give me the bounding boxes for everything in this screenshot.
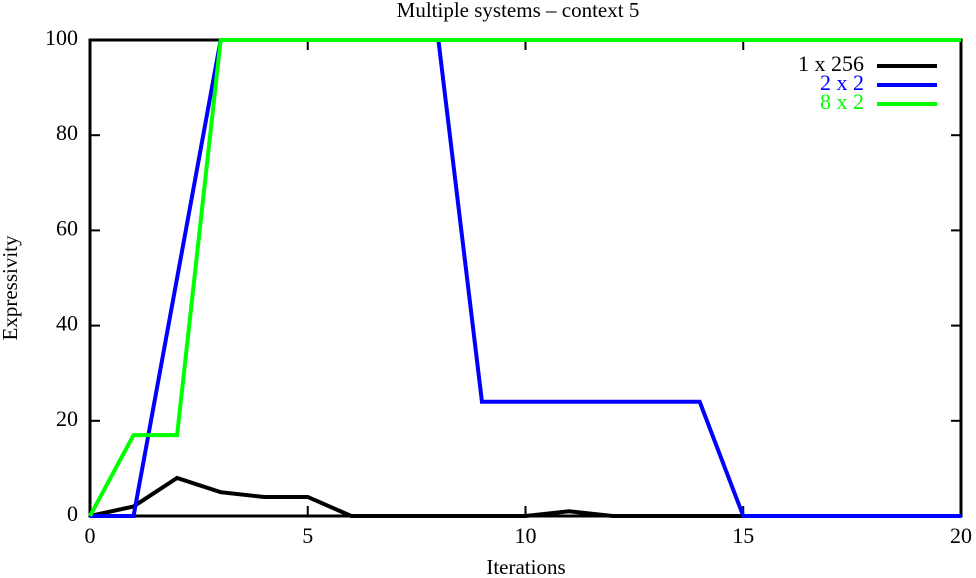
x-tick-label: 10 [515,523,537,548]
x-tick-label: 5 [302,523,313,548]
legend-label: 1 x 256 [798,51,864,76]
y-axis-label: Expressivity [0,235,22,340]
legend-label: 2 x 2 [820,70,864,95]
x-axis-label: Iterations [486,555,565,578]
y-tick-label: 40 [56,311,78,336]
x-tick-label: 15 [732,523,754,548]
x-tick-label: 20 [950,523,972,548]
chart-title: Multiple systems – context 5 [397,0,640,22]
series-line [88,38,961,517]
y-tick-label: 0 [67,501,78,526]
y-tick-label: 20 [56,406,78,431]
x-tick-label: 0 [85,523,96,548]
y-tick-label: 80 [56,120,78,145]
legend-label: 8 x 2 [820,89,864,114]
y-tick-label: 60 [56,215,78,240]
y-tick-label: 100 [45,25,78,50]
